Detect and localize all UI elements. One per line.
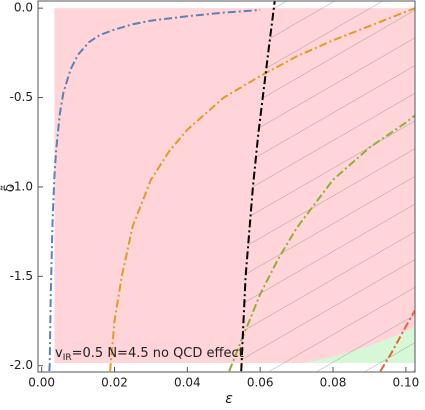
- x-tick-label: 0.04: [174, 376, 201, 390]
- x-tick-label: 0.00: [28, 376, 55, 390]
- plot-area: [48, 1, 415, 372]
- x-tick-label: 0.10: [393, 376, 420, 390]
- curve: [109, 7, 415, 372]
- curve: [228, 114, 415, 372]
- y-tick-label: -0.5: [10, 90, 33, 104]
- y-axis-label: δ̃: [0, 184, 18, 193]
- y-tick-label: 0.0: [14, 1, 33, 15]
- x-tick-label: 0.08: [320, 376, 347, 390]
- curve: [379, 309, 415, 372]
- annotation-symbol: v: [55, 346, 63, 361]
- curve: [240, 1, 276, 372]
- y-tick-label: -1.5: [10, 269, 33, 283]
- curve: [48, 8, 261, 372]
- annotation: vIR=0.5 N=4.5 no QCD effect: [55, 346, 244, 363]
- x-tick-label: 0.06: [247, 376, 274, 390]
- y-tick-label: -1.0: [10, 179, 33, 193]
- x-axis-label: ε: [225, 391, 233, 407]
- annotation-text: =0.5 N=4.5 no QCD effect: [72, 346, 244, 361]
- y-tick-label: -2.0: [10, 358, 33, 372]
- x-tick-label: 0.02: [101, 376, 128, 390]
- annotation-subscript: IR: [63, 353, 72, 363]
